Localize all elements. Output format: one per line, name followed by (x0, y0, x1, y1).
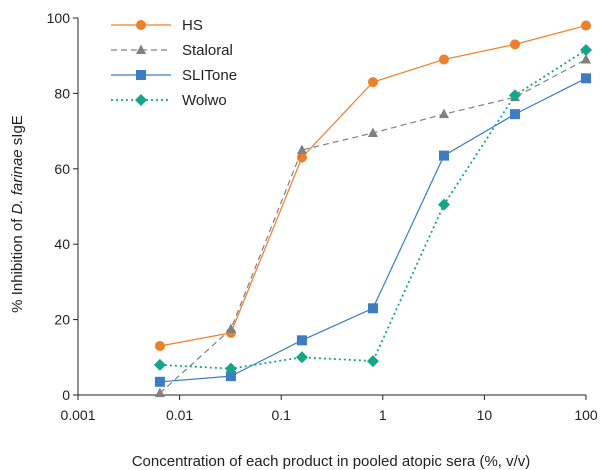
data-point-staloral (296, 144, 307, 154)
series-wolwo (153, 44, 592, 375)
data-point-slitone (581, 73, 591, 84)
data-point-staloral (367, 127, 378, 137)
y-axis-label-prefix: % Inhibition of (9, 214, 26, 312)
y-axis-label: % Inhibition of D. farinae sIgE (9, 115, 26, 313)
y-axis-label-suffix: sIgE (9, 115, 26, 149)
data-point-slitone (367, 303, 378, 314)
data-point-wolwo (508, 89, 521, 102)
legend-label-slitone: SLITone (182, 67, 237, 84)
legend-item-slitone: SLITone (111, 67, 237, 84)
x-tick-label: 10 (477, 407, 493, 423)
data-point-wolwo (580, 44, 592, 57)
legend-marker-slitone (136, 70, 146, 80)
legend-item-wolwo: Wolwo (111, 92, 227, 109)
y-axis-label-italic: D. farinae (9, 149, 26, 214)
data-point-staloral (154, 387, 165, 398)
legend-item-staloral: Staloral (111, 42, 233, 59)
data-point-slitone (296, 335, 307, 346)
data-point-staloral (438, 108, 449, 119)
legend-marker-hs (136, 20, 146, 30)
data-point-staloral (225, 323, 236, 334)
data-point-wolwo (437, 198, 450, 211)
y-tick-label: 20 (54, 312, 70, 328)
data-point-hs (438, 54, 449, 65)
legend-marker-wolwo (135, 94, 147, 106)
y-tick-label: 100 (47, 10, 71, 26)
y-tick-label: 60 (54, 161, 70, 177)
data-point-wolwo (366, 355, 379, 368)
legend: HS Staloral SLITone Wolwo (111, 17, 237, 109)
data-point-slitone (225, 371, 236, 382)
data-point-hs (367, 77, 378, 88)
x-tick-label: 100 (574, 407, 598, 423)
series-line-staloral (159, 58, 587, 394)
data-point-slitone (154, 376, 165, 387)
data-point-staloral (581, 53, 591, 64)
y-tick-label: 40 (54, 236, 70, 252)
x-axis-label: Concentration of each product in pooled … (132, 453, 531, 470)
series-slitone (154, 73, 591, 387)
data-point-hs (581, 20, 591, 31)
axes: 0.001 0.01 0.1 1 10 100 0 20 40 60 80 100 (47, 10, 598, 423)
legend-label-hs: HS (182, 17, 203, 34)
data-point-slitone (438, 150, 449, 161)
legend-item-hs: HS (111, 17, 203, 34)
data-point-wolwo (224, 362, 237, 375)
data-point-wolwo (295, 351, 308, 364)
legend-label-wolwo: Wolwo (182, 92, 227, 109)
series-line-slitone (159, 77, 587, 383)
x-tick-label: 0.01 (166, 407, 193, 423)
legend-label-staloral: Staloral (182, 42, 233, 59)
data-point-hs (509, 39, 520, 50)
legend-marker-staloral (136, 44, 146, 54)
data-point-hs (154, 340, 165, 351)
x-tick-label: 1 (379, 407, 387, 423)
y-tick-label: 0 (62, 387, 70, 403)
x-tick-label: 0.1 (271, 407, 291, 423)
data-point-wolwo (153, 358, 166, 371)
series-layer (153, 20, 592, 398)
y-tick-label: 80 (54, 85, 70, 101)
data-point-slitone (509, 109, 520, 120)
x-tick-label: 0.001 (60, 407, 95, 423)
